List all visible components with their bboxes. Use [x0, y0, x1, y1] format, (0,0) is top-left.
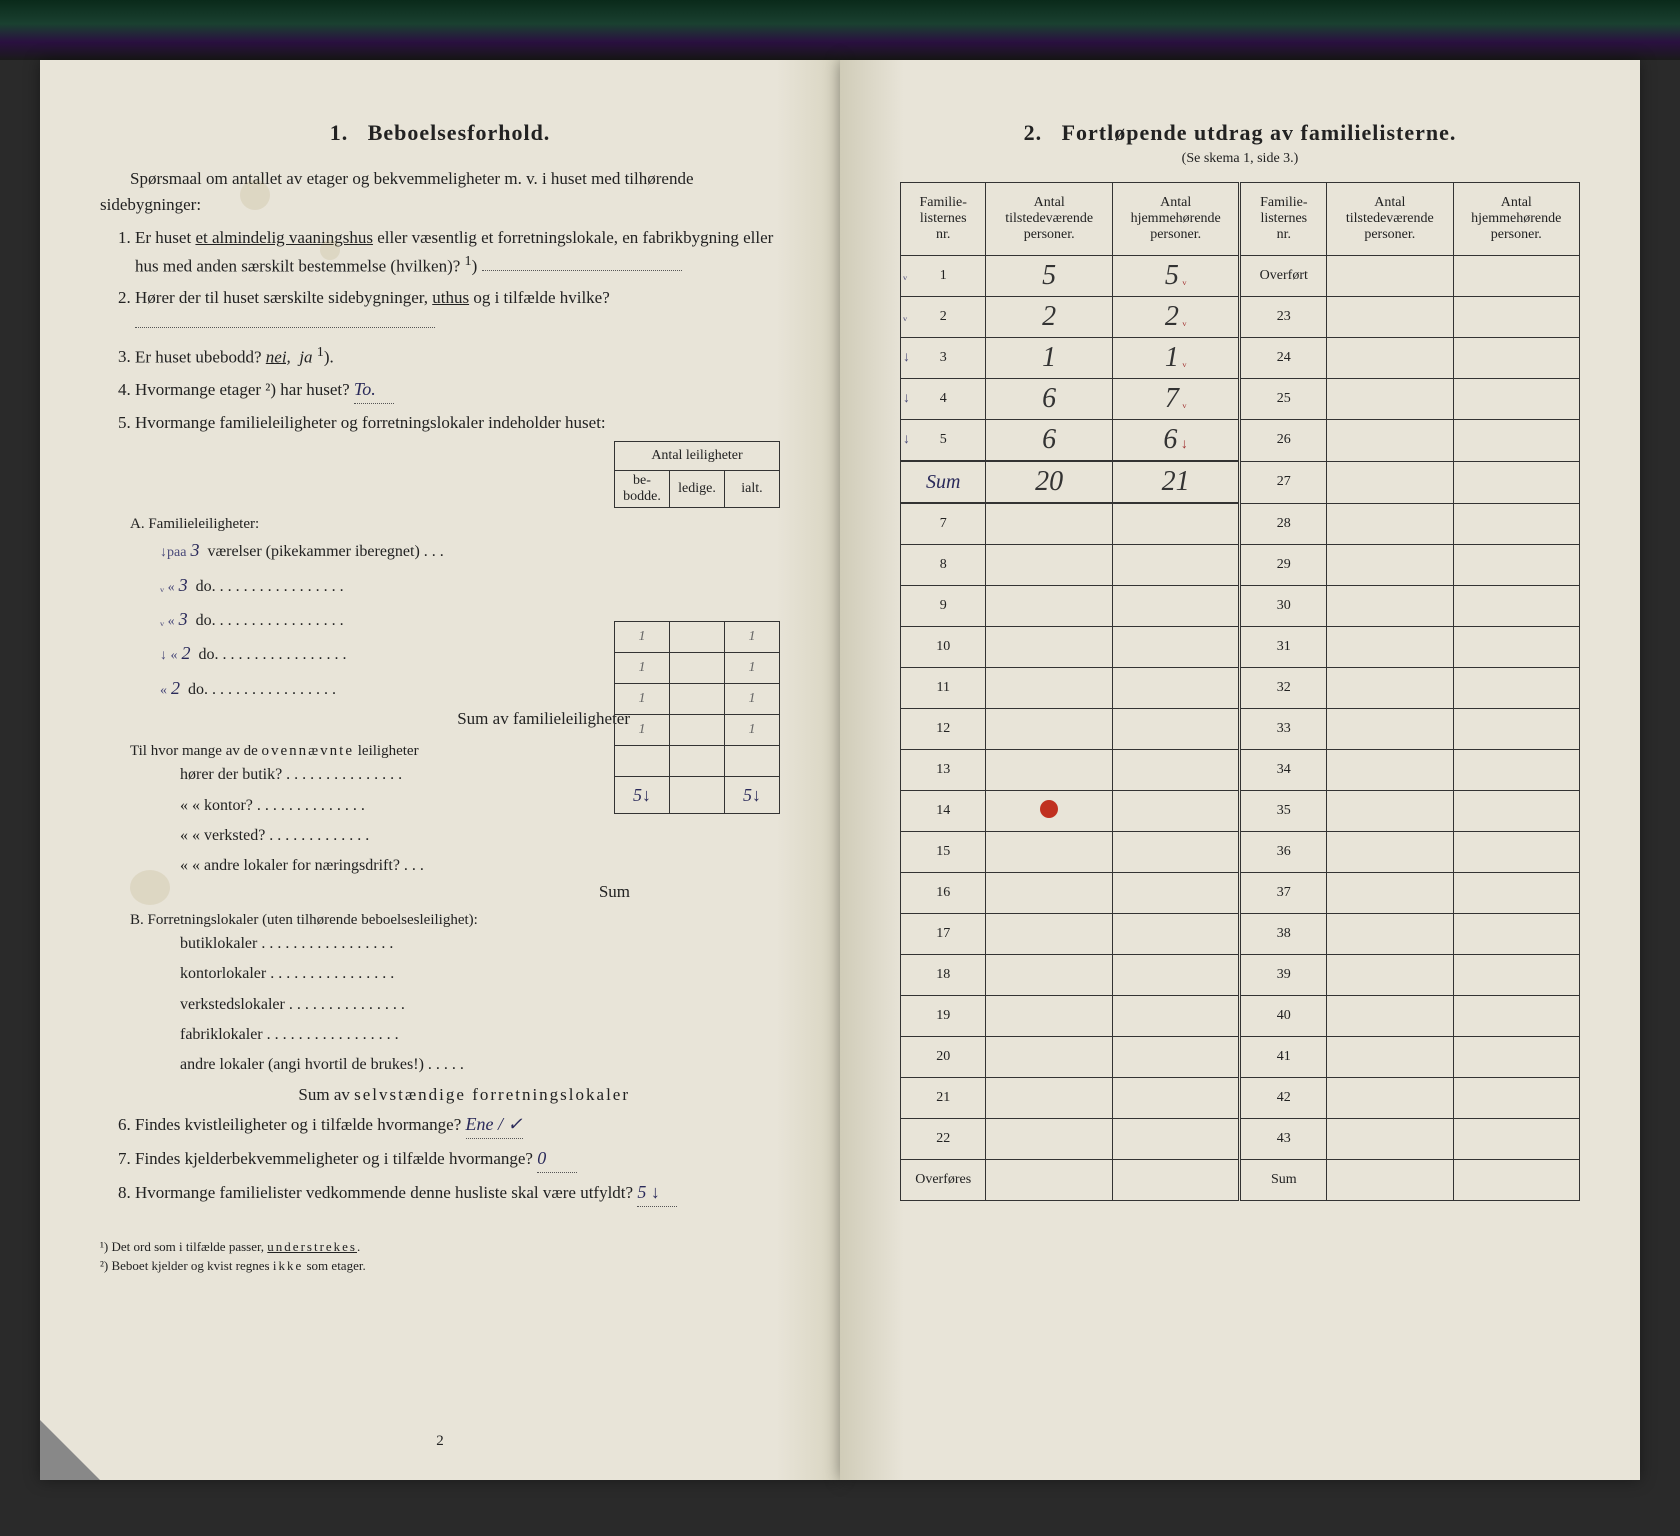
leilighet-value-grid: 1 11 11 11 1 5↓ [614, 621, 780, 814]
table-row: 21 42 [901, 1078, 1580, 1119]
section-a-row: ↓paa 3 værelser (pikekammer iberegnet) .… [160, 533, 780, 567]
section-a-row: ᵥ « 3 do. . . . . . . . . . . . . . . . … [160, 568, 780, 602]
table-row: ᵥ1 5 5 ᵥ Overført [901, 256, 1580, 297]
table-row: ↓3 1 1 ᵥ 24 [901, 338, 1580, 379]
th-hjemme-l: Antalhjemmehørendepersoner. [1112, 183, 1240, 256]
mid-row: « « andre lokaler for næringsdrift? . . … [180, 851, 780, 881]
right-subtitle: (Se skema 1, side 3.) [900, 151, 1580, 167]
th-tilstede-l: Antaltilstedeværendepersoner. [986, 183, 1112, 256]
questions-list: Er huset et almindelig vaaningshus eller… [100, 225, 780, 435]
q4: Hvormange etager ²) har huset? To. [135, 376, 780, 404]
th-hjemme-r: Antalhjemmehørendepersoner. [1453, 183, 1579, 256]
questions-list-2: Findes kvistleiligheter og i tilfælde hv… [100, 1111, 780, 1207]
section-b-row: fabriklokaler . . . . . . . . . . . . . … [180, 1020, 780, 1050]
table-row: 19 40 [901, 996, 1580, 1037]
table-row: ᵥ2 2 2 ᵥ 23 [901, 297, 1580, 338]
th-nr-r: Familie-listernesnr. [1240, 183, 1327, 256]
table-row: Overføres Sum [901, 1160, 1580, 1201]
table-row: Sum 20 21 27 [901, 461, 1580, 503]
right-page: 2. Fortløpende utdrag av familielisterne… [840, 60, 1640, 1480]
right-title: 2. Fortløpende utdrag av familielisterne… [900, 120, 1580, 146]
table-row: ↓5 6 6 ↓ 26 [901, 420, 1580, 462]
section-b-label: B. Forretningslokaler (uten tilhørende b… [130, 912, 780, 929]
dogear [40, 1420, 100, 1480]
th-tilstede-r: Antaltilstedeværendepersoner. [1327, 183, 1453, 256]
q5: Hvormange familieleiligheter og forretni… [135, 410, 780, 436]
table-row: 12 33 [901, 709, 1580, 750]
table-row: 20 41 [901, 1037, 1580, 1078]
q3: Er huset ubebodd? nei, ja 1). [135, 342, 780, 370]
table-row: 17 38 [901, 914, 1580, 955]
q1: Er huset et almindelig vaaningshus eller… [135, 225, 780, 279]
foot2: ²) Beboet kjelder og kvist regnes ikke s… [100, 1256, 780, 1276]
section-b-rows: butiklokaler . . . . . . . . . . . . . .… [180, 929, 780, 1081]
section-b-row: verkstedslokaler . . . . . . . . . . . .… [180, 990, 780, 1020]
pagenum: 2 [40, 1433, 840, 1450]
familielister-table: Familie-listernesnr. Antaltilstedeværend… [900, 182, 1580, 1201]
table-row: ↓4 6 7 ᵥ 25 [901, 379, 1580, 420]
section-b-row: andre lokaler (angi hvortil de brukes!) … [180, 1050, 780, 1080]
th-nr-l: Familie-listernesnr. [901, 183, 986, 256]
section-b-row: kontorlokaler . . . . . . . . . . . . . … [180, 959, 780, 989]
section-b-row: butiklokaler . . . . . . . . . . . . . .… [180, 929, 780, 959]
sum-a-row: Sum av familieleiligheter [100, 709, 630, 729]
foot1: ¹) Det ord som i tilfælde passer, unders… [100, 1237, 780, 1257]
table-row: 13 34 [901, 750, 1580, 791]
q2: Hører der til huset særskilte sidebygnin… [135, 285, 780, 336]
table-row: 10 31 [901, 627, 1580, 668]
table-row: 11 32 [901, 668, 1580, 709]
book-spread: 1. Beboelsesforhold. Spørsmaal om antall… [0, 60, 1680, 1536]
table-row: 14 35 [901, 791, 1580, 832]
footnotes: ¹) Det ord som i tilfælde passer, unders… [100, 1237, 780, 1276]
q7: Findes kjelderbekvemmeligheter og i tilf… [135, 1145, 780, 1173]
table-row: 18 39 [901, 955, 1580, 996]
table-row: 9 30 [901, 586, 1580, 627]
intro-para: Spørsmaal om antallet av etager og bekve… [100, 166, 780, 217]
left-title: 1. Beboelsesforhold. [100, 120, 780, 146]
table-row: 8 29 [901, 545, 1580, 586]
mid-row: « « verksted? . . . . . . . . . . . . . [180, 821, 780, 851]
table-row: 16 37 [901, 873, 1580, 914]
q6: Findes kvistleiligheter og i tilfælde hv… [135, 1111, 780, 1139]
left-page: 1. Beboelsesforhold. Spørsmaal om antall… [40, 60, 840, 1480]
scanner-topbar [0, 0, 1680, 60]
table-row: 15 36 [901, 832, 1580, 873]
table-row: 22 43 [901, 1119, 1580, 1160]
mid-sum: Sum [100, 882, 630, 902]
table-row: 7 28 [901, 503, 1580, 545]
leilighet-header-table: Antal leiligheter be-bodde. ledige. ialt… [614, 441, 780, 508]
section-a-label: A. Familieleiligheter: [130, 516, 780, 533]
q8: Hvormange familielister vedkommende denn… [135, 1179, 780, 1207]
sum-b-row: Sum av selvstændige forretningslokaler [100, 1085, 630, 1105]
